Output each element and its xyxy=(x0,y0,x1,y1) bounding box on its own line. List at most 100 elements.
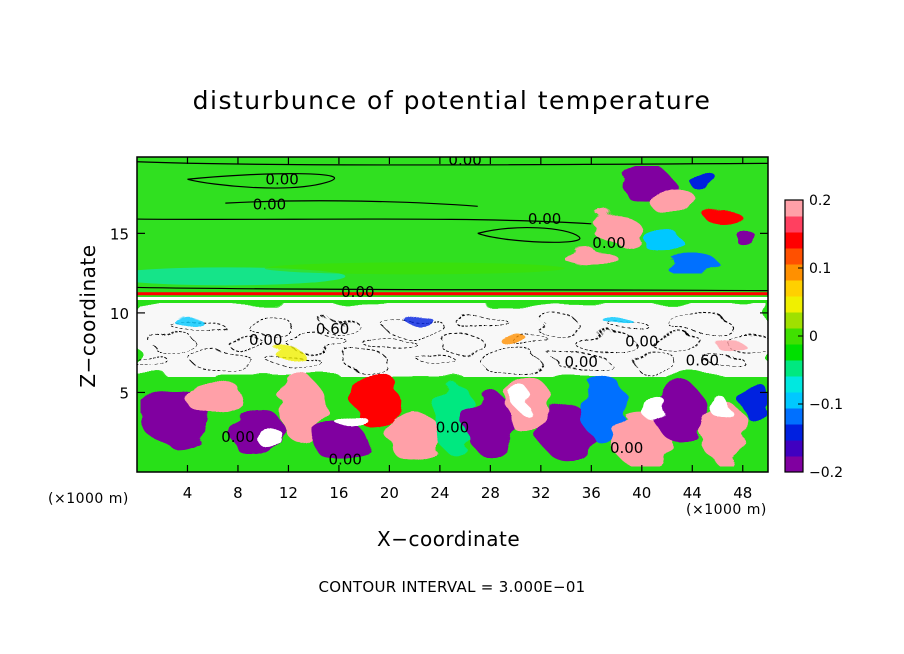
cloud-contour xyxy=(534,316,580,336)
cloud-layer xyxy=(137,303,768,377)
white-core xyxy=(511,386,532,411)
storm-cell xyxy=(705,209,742,226)
contour-label: 0.60 xyxy=(316,320,349,338)
x-unit-label-left: (×1000 m) xyxy=(48,491,129,507)
inversion-white-line xyxy=(137,297,768,300)
cloud-color-cell xyxy=(400,311,429,322)
cloud-contour xyxy=(362,336,416,350)
y-tick-label: 10 xyxy=(110,305,129,323)
turbulent-cell xyxy=(581,374,626,443)
colorbar-tick-label: −0.2 xyxy=(809,465,843,481)
cloud-contour xyxy=(286,333,348,353)
cloud-contour xyxy=(650,336,704,350)
contour-label: 0.00 xyxy=(249,331,282,349)
contour-line xyxy=(477,227,581,243)
colorbar-swatch xyxy=(785,376,803,393)
turbulent-cell xyxy=(279,374,324,443)
heatmap-field xyxy=(137,157,768,472)
storm-cell xyxy=(739,233,760,250)
colorbar-swatch xyxy=(785,328,803,345)
colorbar-swatch xyxy=(785,264,803,281)
colorbar-swatch xyxy=(785,248,803,265)
contour-label: 0.00 xyxy=(221,428,254,446)
colorbar-swatch xyxy=(785,440,803,457)
storm-cell xyxy=(640,229,681,250)
white-core xyxy=(335,413,368,430)
colorbar-swatch xyxy=(785,216,803,233)
colorbar-swatch xyxy=(785,360,803,377)
contour-label: 0.00 xyxy=(265,170,298,188)
contour-label: 0.00 xyxy=(528,210,561,228)
turbulent-cell xyxy=(540,404,593,461)
x-tick-label: 8 xyxy=(233,484,243,502)
inversion-red-line xyxy=(137,292,768,296)
cloud-contour xyxy=(554,354,608,368)
chart-title: disturbunce of potential temperature xyxy=(192,86,712,115)
turbulent-cell xyxy=(611,414,672,467)
turbulent-cell xyxy=(388,411,441,463)
contour-label: 0.00 xyxy=(436,418,469,436)
storm-cell xyxy=(651,185,696,218)
colorbar-swatch xyxy=(785,232,803,249)
colorbar-swatch xyxy=(785,280,803,297)
turbulent-cell xyxy=(432,380,473,453)
x-tick-label: 48 xyxy=(733,484,752,502)
white-core xyxy=(707,395,728,416)
x-tick-label: 4 xyxy=(183,484,193,502)
turbulent-cell xyxy=(738,378,767,419)
turbulent-cell xyxy=(182,379,243,412)
x-tick-label: 16 xyxy=(329,484,348,502)
turbulent-cell xyxy=(653,381,706,442)
y-tick-label: 15 xyxy=(110,225,129,243)
x-tick-label: 40 xyxy=(632,484,651,502)
cloud-contour xyxy=(151,333,197,353)
contour-line xyxy=(225,200,478,207)
cloud-color-cell xyxy=(716,339,745,350)
turbulent-cell xyxy=(352,370,401,431)
x-tick-label: 24 xyxy=(430,484,449,502)
x-tick-label: 36 xyxy=(582,484,601,502)
contour-label: 0.00 xyxy=(565,353,598,371)
cloud-color-cell xyxy=(274,347,303,358)
cloud-contour xyxy=(191,351,253,371)
colorbar-swatch xyxy=(785,344,803,361)
contour-label: 0.60 xyxy=(686,352,719,370)
x-tick-label: 28 xyxy=(481,484,500,502)
plot-frame xyxy=(136,156,769,473)
cloud-contour xyxy=(322,319,360,333)
colorbar-swatch xyxy=(785,424,803,441)
cloud-color-cell xyxy=(173,315,202,326)
contour-label: 0.00 xyxy=(341,283,374,301)
x-axis-label: X−coordinate xyxy=(377,527,521,551)
x-tick-label: 44 xyxy=(683,484,702,502)
cloud-contour xyxy=(458,319,512,333)
contour-label: 0.00 xyxy=(625,333,658,351)
contour-line xyxy=(187,173,336,189)
upper-right-turbulence xyxy=(565,166,760,274)
contour-label: 0.00 xyxy=(253,196,286,214)
cloud-contour xyxy=(418,354,456,368)
contour-line xyxy=(137,161,768,166)
contour-labels: 0.00 0.00 0.00 0.00 0.00 0.00 0.60 0.00 0.00 0.00… xyxy=(221,151,719,468)
colorbar-swatch xyxy=(785,296,803,313)
x-tick-label: 32 xyxy=(531,484,550,502)
contour-label: 0.00 xyxy=(448,151,481,169)
colorbar-tick-label: 0 xyxy=(809,329,818,345)
white-core xyxy=(642,394,667,423)
storm-cell xyxy=(664,257,721,274)
storm-cell xyxy=(565,248,618,269)
colorbar-swatch xyxy=(785,408,803,425)
colorbar-tick-label: 0.2 xyxy=(809,193,831,209)
cloud-contour xyxy=(438,333,484,353)
cloud-contour xyxy=(610,319,648,333)
cloud-contour xyxy=(670,316,732,336)
cloud-contour xyxy=(514,336,552,350)
contour-line xyxy=(137,286,768,292)
colorbar-swatch xyxy=(785,392,803,409)
x-tick-label: 12 xyxy=(279,484,298,502)
colorbar-swatch xyxy=(785,200,803,217)
colorbar-tick-label: 0.1 xyxy=(809,261,831,277)
contour-label: 0.00 xyxy=(592,234,625,252)
turbulent-cell xyxy=(699,402,748,463)
turbulent-cell xyxy=(310,422,367,459)
